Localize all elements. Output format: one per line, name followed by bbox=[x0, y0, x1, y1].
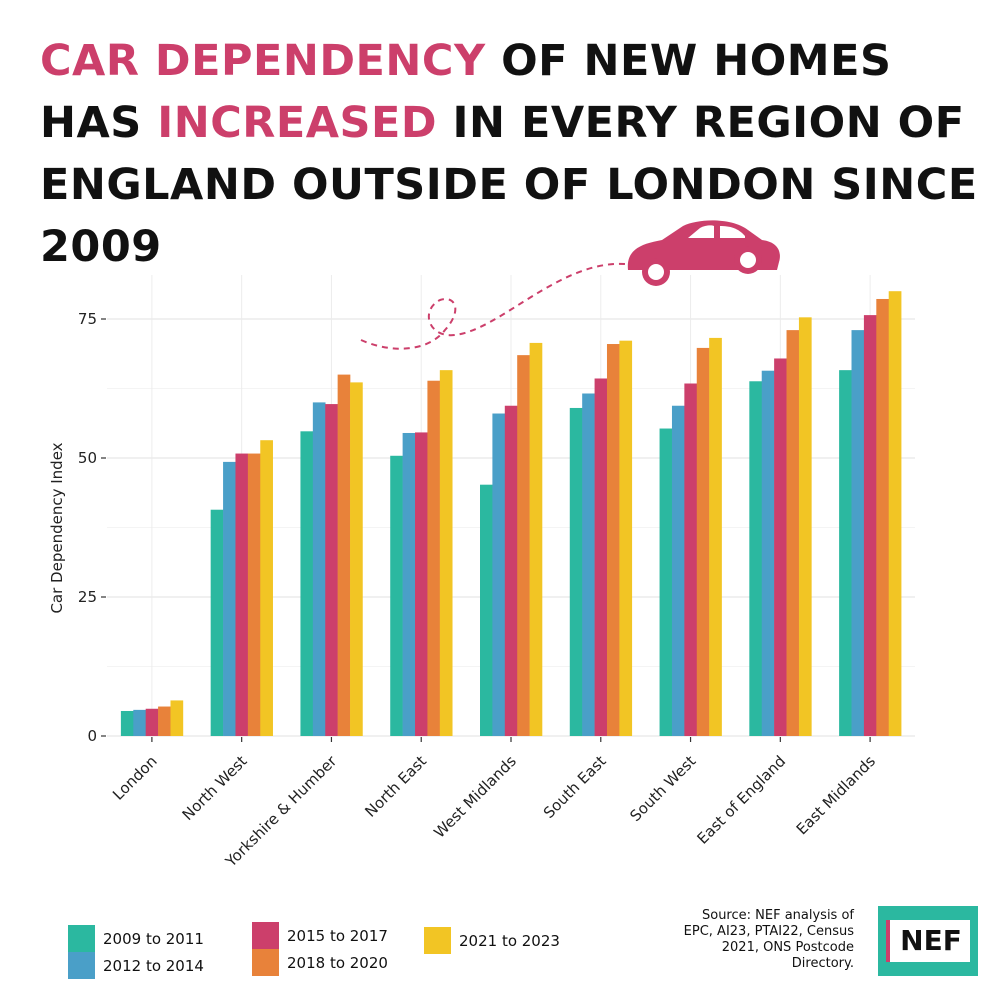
bar bbox=[210, 509, 224, 736]
x-tick-label: North East bbox=[361, 752, 430, 821]
bar bbox=[158, 706, 171, 736]
bar bbox=[851, 330, 865, 736]
bar bbox=[120, 710, 134, 736]
bar bbox=[439, 370, 453, 736]
x-tick-label: West Midlands bbox=[430, 752, 520, 842]
bar bbox=[300, 431, 314, 736]
title-highlight-1: CAR DEPENDENCY bbox=[40, 36, 486, 86]
legend-label: 2015 to 2017 bbox=[287, 926, 388, 945]
legend-item-2018-2020: 2018 to 2020 bbox=[252, 949, 388, 976]
bar bbox=[594, 378, 608, 736]
bars bbox=[120, 291, 902, 736]
y-tick-label: 0 bbox=[87, 727, 97, 745]
bar bbox=[415, 432, 428, 736]
bar bbox=[492, 413, 506, 736]
bar bbox=[619, 340, 633, 736]
legend-item-2009-2011: 2009 to 2011 bbox=[68, 925, 204, 952]
bar bbox=[260, 440, 273, 736]
bar bbox=[325, 404, 338, 736]
bar bbox=[659, 428, 673, 736]
bar bbox=[671, 405, 685, 736]
bar bbox=[709, 337, 722, 736]
bar bbox=[480, 484, 493, 736]
legend-item-2021-2023: 2021 to 2023 bbox=[424, 927, 560, 954]
bar bbox=[390, 455, 403, 736]
bar bbox=[798, 317, 812, 736]
title-highlight-2: INCREASED bbox=[157, 98, 438, 148]
bar bbox=[529, 342, 543, 736]
bar bbox=[888, 291, 902, 736]
bar bbox=[247, 453, 261, 736]
x-tick-label: South West bbox=[626, 752, 699, 825]
bar bbox=[350, 382, 363, 736]
x-tick-label: London bbox=[109, 752, 161, 804]
nef-logo: NEF bbox=[878, 906, 978, 976]
bar bbox=[774, 358, 787, 736]
legend-label: 2009 to 2011 bbox=[103, 929, 204, 948]
legend-item-2015-2017: 2015 to 2017 bbox=[252, 922, 388, 949]
y-axis-label: Car Dependency Index bbox=[48, 442, 66, 613]
x-tick-label: North West bbox=[179, 752, 251, 824]
y-axis: 0 25 50 75 bbox=[78, 310, 106, 745]
legend-label: 2021 to 2023 bbox=[459, 931, 560, 950]
legend: 2009 to 2011 2012 to 2014 2015 to 2017 2… bbox=[68, 918, 608, 988]
bar bbox=[863, 315, 877, 736]
legend-label: 2012 to 2014 bbox=[103, 956, 204, 975]
legend-swatch bbox=[252, 922, 279, 949]
bar bbox=[876, 298, 890, 736]
y-tick-label: 50 bbox=[78, 449, 97, 467]
bar bbox=[569, 407, 583, 736]
bar bbox=[786, 330, 800, 736]
car-icon bbox=[627, 220, 780, 286]
x-tick-label: East of England bbox=[694, 752, 790, 848]
bar bbox=[761, 370, 775, 736]
bar bbox=[337, 374, 351, 736]
bar bbox=[684, 383, 698, 736]
bar bbox=[606, 344, 620, 736]
bar bbox=[223, 461, 236, 736]
dashed-path-decoration bbox=[360, 262, 626, 350]
bar bbox=[170, 700, 184, 736]
x-tick-label: South East bbox=[540, 752, 610, 822]
legend-swatch bbox=[68, 952, 95, 979]
bar bbox=[839, 370, 852, 736]
x-tick-label: East Midlands bbox=[793, 752, 879, 838]
bar bbox=[582, 393, 595, 736]
logo-text: NEF bbox=[886, 920, 970, 962]
legend-item-2012-2014: 2012 to 2014 bbox=[68, 952, 204, 979]
bar bbox=[145, 708, 159, 736]
bar bbox=[696, 347, 710, 736]
legend-swatch bbox=[252, 949, 279, 976]
title-text-2: IN EVERY REGION OF ENGLAND OUTSIDE OF LO… bbox=[40, 98, 978, 272]
legend-swatch bbox=[424, 927, 451, 954]
bar bbox=[402, 432, 416, 736]
bar bbox=[133, 709, 146, 736]
bar bbox=[235, 453, 249, 736]
chart-title: CAR DEPENDENCY OF NEW HOMES HAS INCREASE… bbox=[40, 30, 980, 278]
y-tick-label: 75 bbox=[78, 310, 97, 328]
bar bbox=[312, 402, 326, 736]
legend-swatch bbox=[68, 925, 95, 952]
bar bbox=[517, 355, 530, 736]
bar bbox=[504, 405, 518, 736]
legend-label: 2018 to 2020 bbox=[287, 953, 388, 972]
bar bbox=[427, 380, 441, 736]
bar bbox=[749, 381, 763, 736]
source-note: Source: NEF analysis of EPC, AI23, PTAI2… bbox=[683, 908, 854, 971]
title-text-1: OF NEW HOMES HAS bbox=[40, 36, 892, 148]
y-tick-label: 25 bbox=[78, 588, 97, 606]
